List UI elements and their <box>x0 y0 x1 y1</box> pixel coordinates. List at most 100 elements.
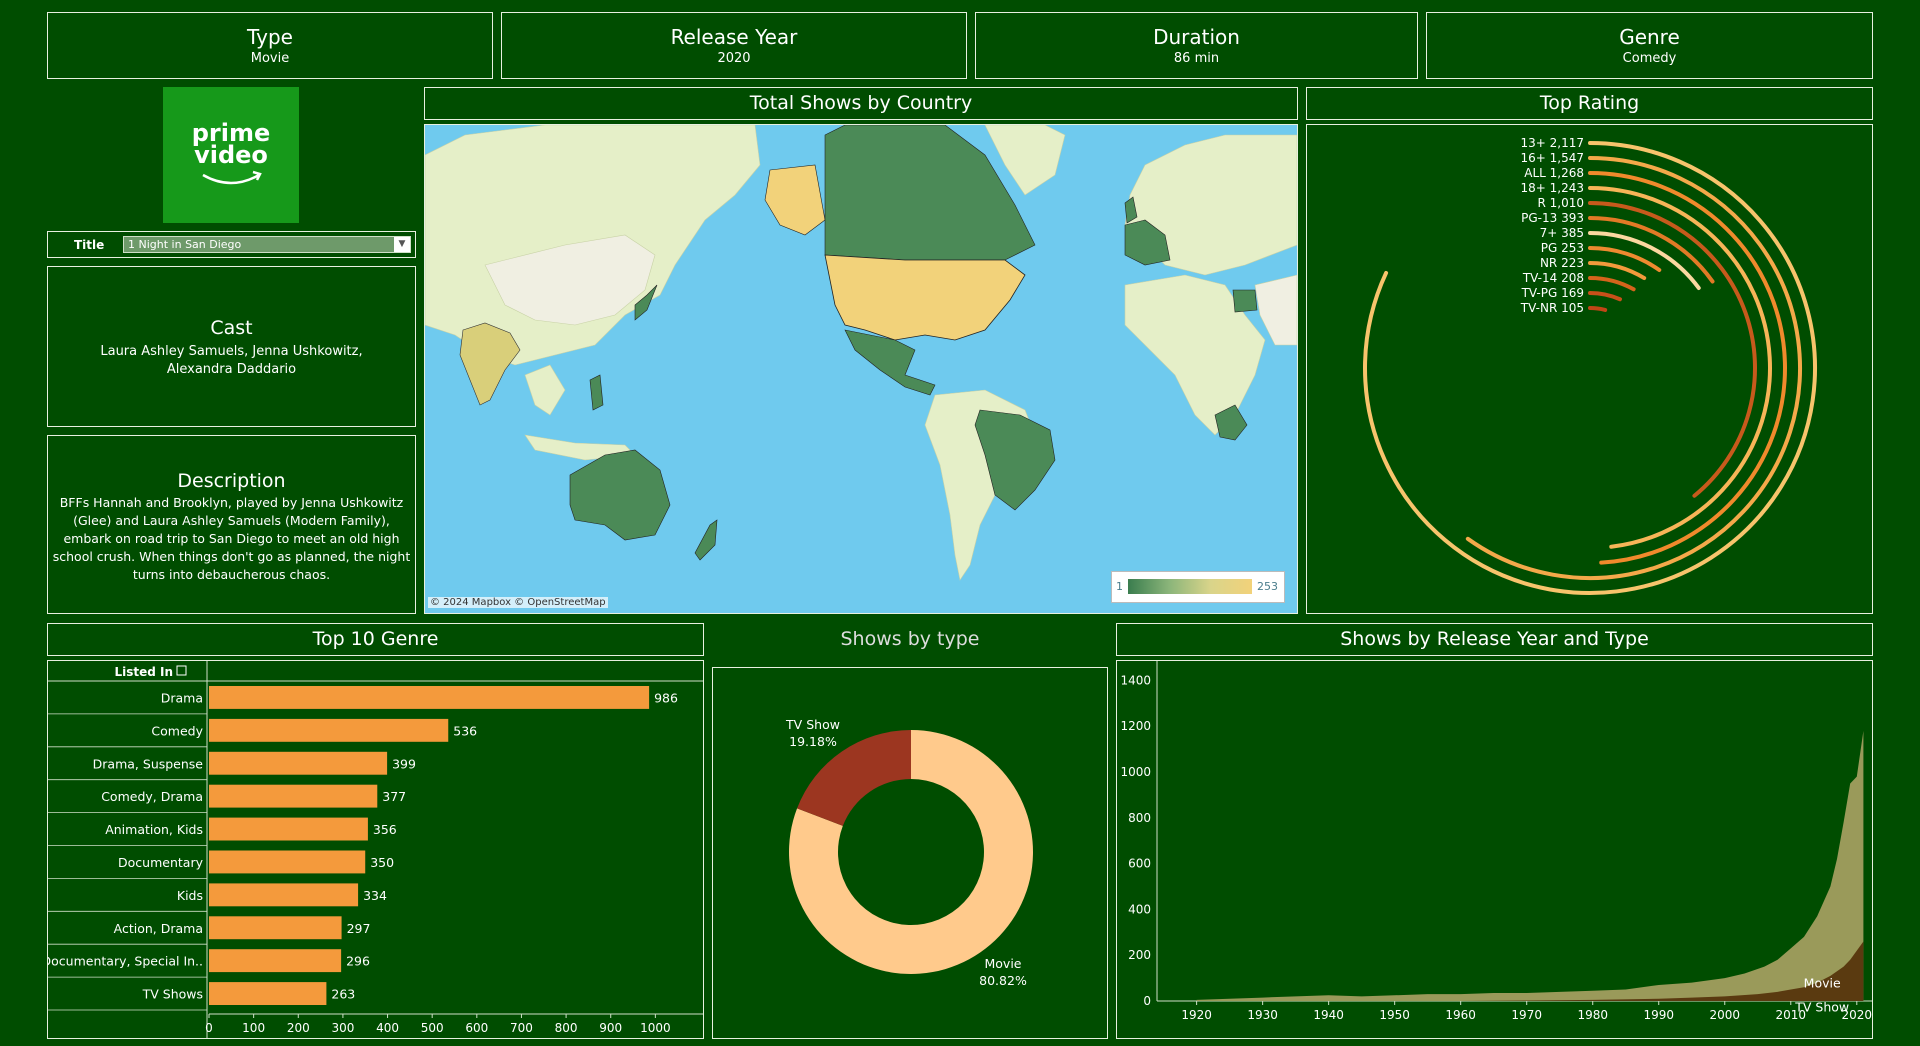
rating-arc <box>1588 306 1608 312</box>
donut-category-label: TV Show <box>785 717 840 732</box>
area-title: Shows by Release Year and Type <box>1340 628 1649 650</box>
series-label: TV Show <box>1794 999 1849 1014</box>
rating-arc <box>1588 276 1636 292</box>
map-title-box: Total Shows by Country <box>424 87 1298 120</box>
x-tick-label: 1970 <box>1511 1008 1542 1022</box>
genre-title-box: Top 10 Genre <box>47 623 704 656</box>
map-legend: 1 253 <box>1111 571 1285 603</box>
country-map[interactable]: 1 253 © 2024 Mapbox © OpenStreetMap <box>424 124 1298 614</box>
x-tick-label: 1960 <box>1445 1008 1476 1022</box>
x-tick-label: 200 <box>287 1021 310 1035</box>
genre-value-label: 263 <box>331 987 355 1002</box>
y-tick-label: 0 <box>1143 994 1151 1008</box>
type-title: Shows by type <box>840 628 980 650</box>
rating-label: PG 253 <box>1541 241 1584 255</box>
genre-bar <box>209 949 342 973</box>
mexico <box>844 329 936 396</box>
type-donut-chart: Movie 80.82% TV Show 19.18% <box>785 717 1033 988</box>
genre-bar <box>209 916 342 940</box>
prime-video-logo: prime video <box>163 87 299 223</box>
y-tick-label: 800 <box>1128 811 1151 825</box>
rating-label: 16+ 1,547 <box>1521 151 1585 165</box>
logo-line1: prime <box>191 119 271 147</box>
rating-label: NR 223 <box>1540 256 1584 270</box>
india <box>459 322 521 406</box>
x-tick-label: 2010 <box>1776 1008 1807 1022</box>
x-tick-label: 600 <box>465 1021 488 1035</box>
x-tick-label: 300 <box>331 1021 354 1035</box>
genre-value-label: 350 <box>370 855 394 870</box>
kpi-release-year: Release Year 2020 <box>501 12 967 79</box>
rating-arc <box>1588 216 1715 284</box>
description-panel: Description BFFs Hannah and Brooklyn, pl… <box>47 435 416 614</box>
x-tick-label: 0 <box>205 1021 213 1035</box>
rating-arc <box>1588 246 1662 273</box>
amazon-smile-icon <box>202 170 262 185</box>
genre-bar <box>209 686 650 709</box>
genre-chart-box: Listed In Drama 986 Comedy 536 Drama, Suspen… <box>47 660 704 1039</box>
new-zealand <box>694 519 718 561</box>
rating-chart-box: 13+ 2,117 16+ 1,547 ALL 1,268 18+ 1,243 R 1,… <box>1306 124 1873 614</box>
y-tick-label: 200 <box>1128 948 1151 962</box>
release-year-area-chart: 0 200 400 600 800 1000 1200 1400 1920 1930 1940 195… <box>1120 661 1872 1022</box>
area-series <box>1196 941 1864 1001</box>
chevron-down-icon[interactable]: ▼ <box>394 237 410 252</box>
donut-slice <box>797 730 911 826</box>
genre-value-label: 399 <box>392 756 416 771</box>
legend-min: 1 <box>1116 580 1123 593</box>
genre-label: Comedy <box>151 723 203 738</box>
western-europe <box>1124 219 1171 266</box>
kpi-value: 2020 <box>717 51 751 66</box>
genre-bar <box>209 718 449 742</box>
donut-value-label: 19.18% <box>789 734 837 749</box>
title-dropdown[interactable]: 1 Night in San Diego ▼ <box>123 236 411 253</box>
uk <box>1124 196 1138 224</box>
genre-value-label: 536 <box>453 723 477 738</box>
donut-value-label: 80.82% <box>979 973 1027 988</box>
rating-title: Top Rating <box>1539 92 1640 114</box>
y-tick-label: 600 <box>1128 857 1151 871</box>
genre-bar <box>209 850 366 874</box>
y-tick-label: 1400 <box>1120 673 1151 687</box>
area-series <box>1196 730 1864 1001</box>
genre-label: TV Shows <box>142 987 203 1002</box>
donut-category-label: Movie <box>985 956 1022 971</box>
x-tick-label: 100 <box>242 1021 265 1035</box>
y-tick-label: 1000 <box>1120 765 1151 779</box>
rating-label: TV-PG 169 <box>1521 286 1584 300</box>
genre-label: Drama, Suspense <box>93 756 204 771</box>
genre-value-label: 986 <box>654 690 678 705</box>
genre-bar <box>209 784 378 808</box>
genre-label: Drama <box>161 690 203 705</box>
area-chart-box: 0 200 400 600 800 1000 1200 1400 1920 1930 1940 195… <box>1116 660 1873 1039</box>
sort-icon[interactable] <box>176 665 187 676</box>
kpi-title: Type <box>247 25 293 49</box>
kpi-type: Type Movie <box>47 12 493 79</box>
europe-other <box>1124 134 1297 276</box>
genre-value-label: 297 <box>347 921 371 936</box>
rating-arc <box>1588 201 1757 498</box>
x-tick-label: 1000 <box>640 1021 671 1035</box>
x-tick-label: 400 <box>376 1021 399 1035</box>
greenland <box>984 125 1066 196</box>
x-tick-label: 2020 <box>1842 1008 1872 1022</box>
kpi-value: Movie <box>250 51 290 66</box>
kpi-value: Comedy <box>1622 51 1677 66</box>
x-tick-label: 2000 <box>1709 1008 1740 1022</box>
genre-label: Comedy, Drama <box>101 789 203 804</box>
genre-label: Animation, Kids <box>105 822 203 837</box>
map-title: Total Shows by Country <box>749 92 973 114</box>
rating-arc <box>1588 261 1647 281</box>
series-label: Movie <box>1804 975 1841 990</box>
rating-arc <box>1588 231 1701 290</box>
donut-slice <box>789 730 1033 974</box>
world-map[interactable] <box>425 125 1297 613</box>
rating-arc <box>1588 186 1772 549</box>
brazil <box>974 409 1056 511</box>
rating-label: ALL 1,268 <box>1524 166 1584 180</box>
se-asia <box>524 364 566 416</box>
egypt <box>1232 289 1258 313</box>
x-tick-label: 700 <box>510 1021 533 1035</box>
rating-label: R 1,010 <box>1537 196 1584 210</box>
